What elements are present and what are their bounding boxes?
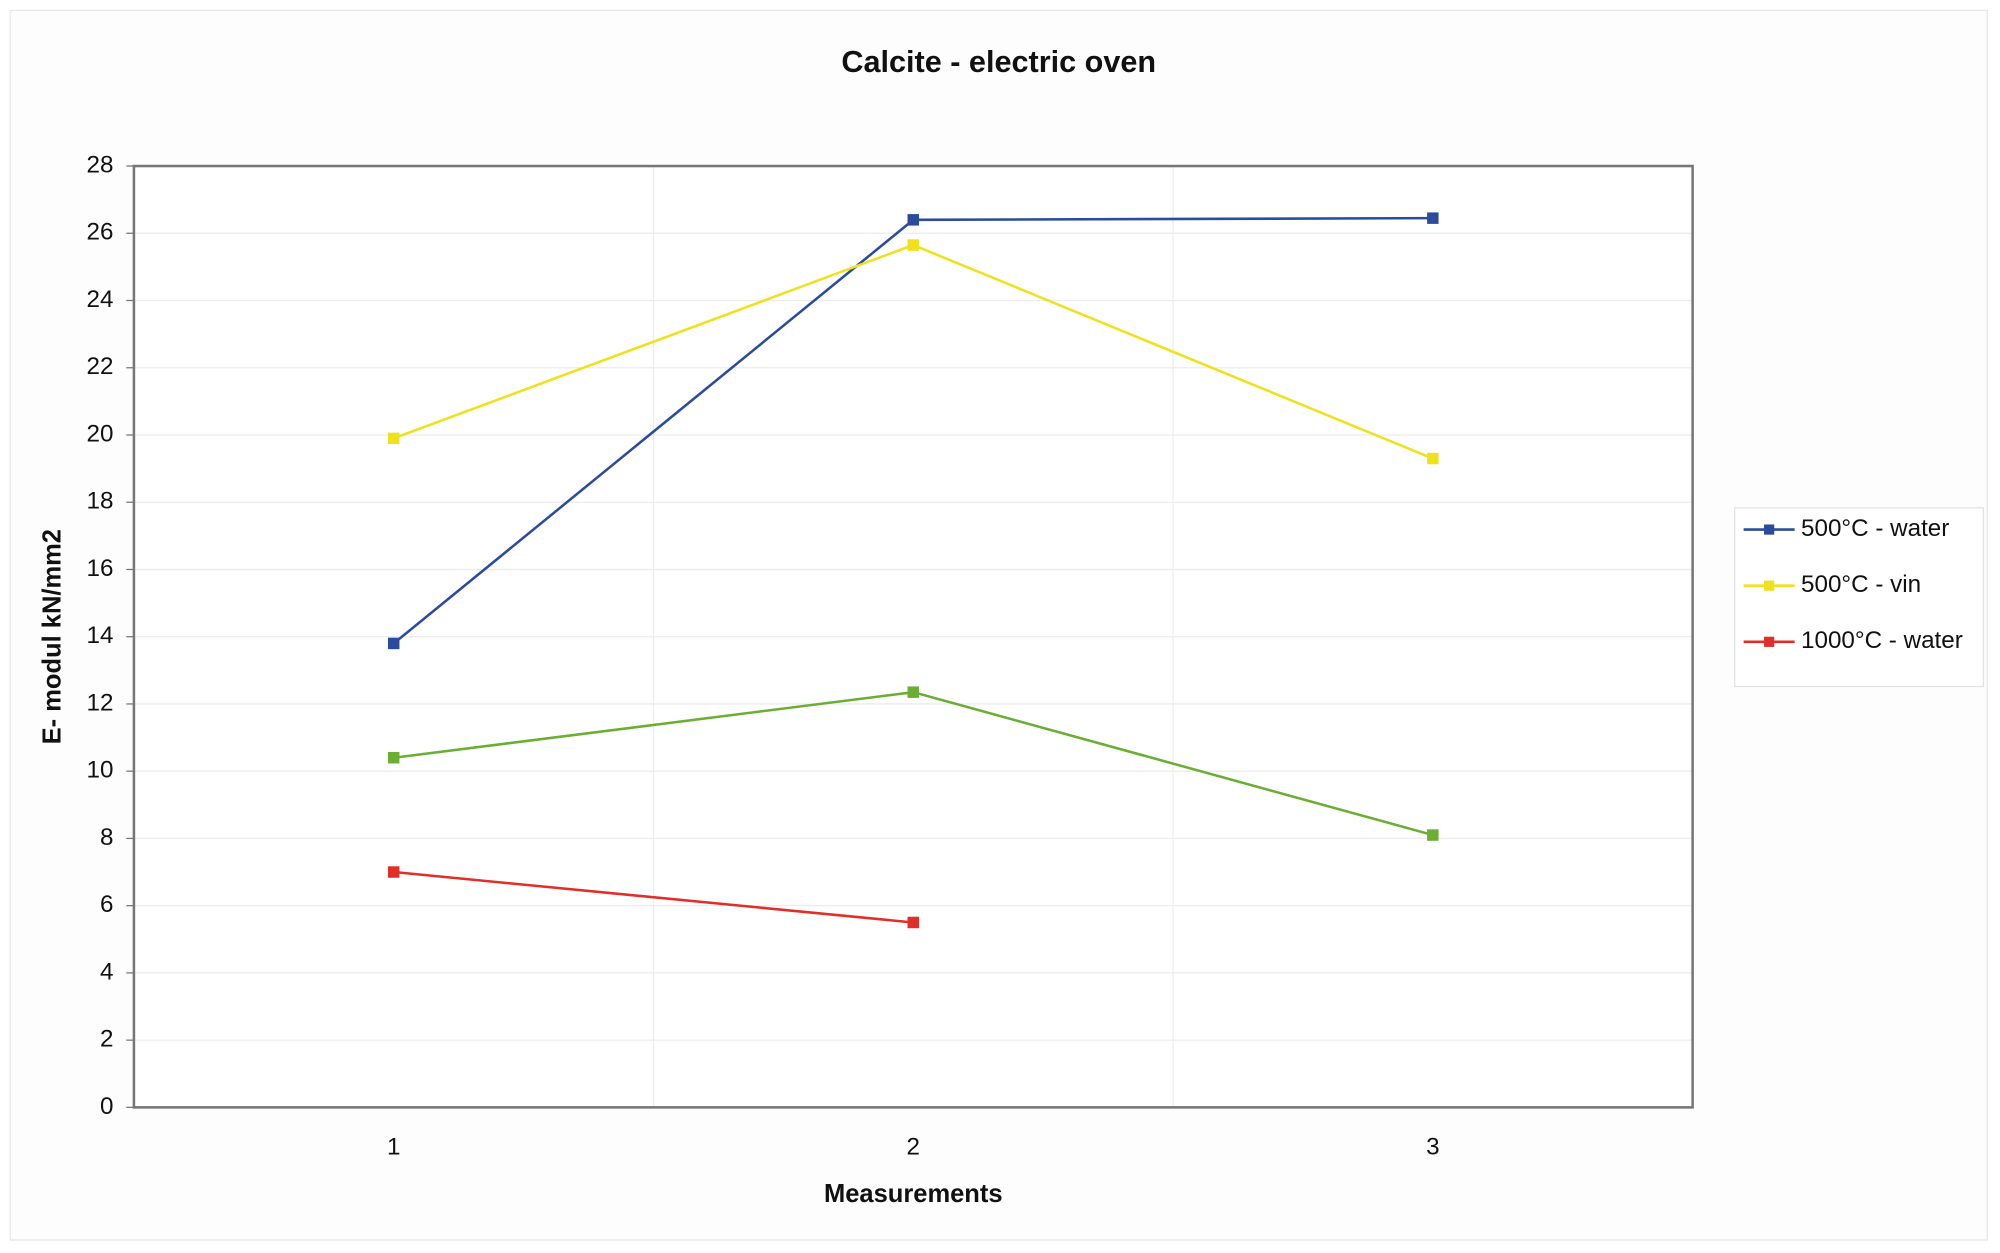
data-point xyxy=(907,916,920,929)
series-line xyxy=(393,870,914,924)
data-point xyxy=(387,432,400,445)
y-tick-label: 24 xyxy=(87,286,114,313)
y-tick-label: 22 xyxy=(87,353,114,380)
data-point xyxy=(387,866,400,878)
y-tick-label: 16 xyxy=(87,555,114,582)
y-tick-label: 0 xyxy=(100,1093,113,1120)
y-tick-label: 2 xyxy=(100,1026,113,1053)
y-tick-label: 4 xyxy=(100,958,113,985)
data-point xyxy=(387,751,400,764)
y-tick-label: 26 xyxy=(87,219,114,246)
y-tick-label: 18 xyxy=(87,488,114,515)
legend-marker xyxy=(1764,524,1775,535)
y-tick-label: 28 xyxy=(87,151,114,178)
x-axis-title: Measurements xyxy=(824,1180,1003,1208)
data-point xyxy=(907,239,920,251)
legend-label: 1000°C - water xyxy=(1801,627,1963,654)
plot-border xyxy=(132,164,1694,1109)
y-axis-title: E- modul kN/mm2 xyxy=(38,529,66,744)
data-point xyxy=(907,214,920,226)
y-tick-label: 6 xyxy=(100,891,113,918)
legend-marker xyxy=(1764,636,1775,647)
data-point xyxy=(907,686,920,698)
data-point xyxy=(1427,212,1439,224)
x-tick-label: 2 xyxy=(907,1134,920,1161)
x-tick-label: 1 xyxy=(387,1134,400,1161)
data-point xyxy=(1427,452,1439,465)
legend-marker xyxy=(1764,580,1775,591)
grid xyxy=(126,165,1693,1109)
legend-label: 500°C - vin xyxy=(1801,571,1921,598)
y-tick-label: 12 xyxy=(87,689,114,716)
legend: 500°C - water 500°C - vin 1000°C - water xyxy=(1743,515,1963,654)
data-point xyxy=(1427,829,1439,841)
chart-title: Calcite - electric oven xyxy=(841,45,1156,79)
series-group xyxy=(387,212,1439,929)
y-tick-label: 20 xyxy=(87,420,114,447)
y-tick-label: 8 xyxy=(100,824,113,851)
y-tick-label: 14 xyxy=(87,622,114,649)
y-tick-label: 10 xyxy=(87,757,114,784)
legend-label: 500°C - water xyxy=(1801,515,1949,542)
data-point xyxy=(387,637,400,650)
legend-box xyxy=(1734,507,1985,688)
x-tick-label: 3 xyxy=(1426,1134,1439,1161)
